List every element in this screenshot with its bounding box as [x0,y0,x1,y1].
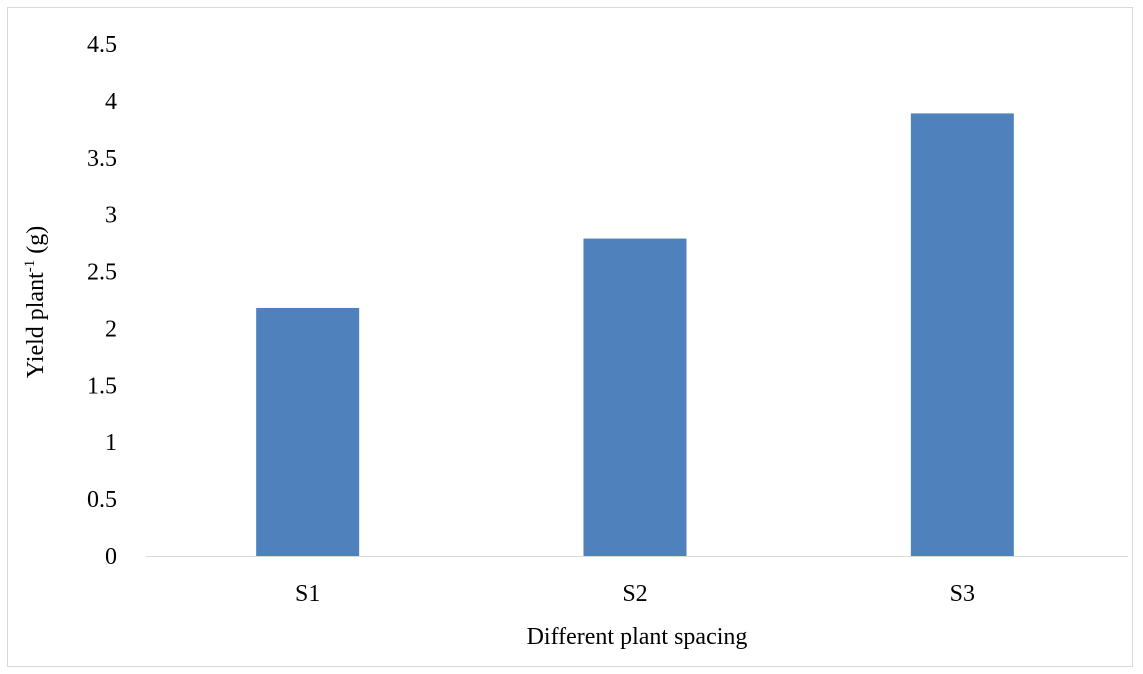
y-axis-title-main: Yield plant [23,272,49,378]
y-tick-label: 3 [105,203,117,229]
y-tick-label: 1.5 [87,373,117,399]
y-tick-labels: 0 0.5 1 1.5 2 2.5 3 3.5 4 4.5 [87,32,117,570]
x-axis-title: Different plant spacing [527,624,748,650]
y-tick-label: 4.5 [87,32,117,58]
bar [256,307,360,556]
bars-layer [256,113,1014,556]
y-tick-label: 2 [105,316,117,342]
y-tick-label: 0 [105,544,117,570]
bar [910,113,1014,556]
y-tick-label: 4 [105,89,117,115]
x-tick-label: S2 [622,581,647,607]
y-tick-label: 2.5 [87,260,117,286]
bar [583,238,687,556]
y-axis-title-superscript: -1 [22,260,38,273]
x-tick-labels: S1 S2 S3 [295,581,975,607]
y-tick-label: 3.5 [87,146,117,172]
x-tick-label: S1 [295,581,320,607]
y-axis-title: Yield plant-1 (g) [22,226,49,378]
y-tick-label: 1 [105,430,117,456]
y-axis-title-unit: (g) [23,226,49,260]
y-tick-label: 0.5 [87,487,117,513]
x-tick-label: S3 [950,581,975,607]
